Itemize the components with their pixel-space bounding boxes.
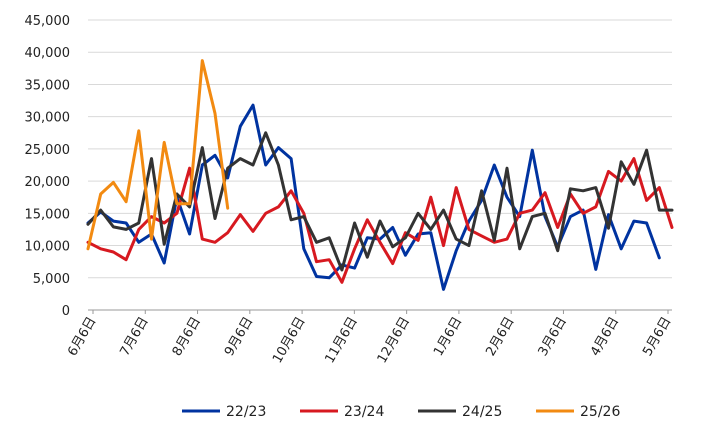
x-tick-label: 5月6日	[640, 315, 674, 359]
x-tick-label: 7月6日	[117, 315, 151, 359]
x-tick-label: 6月6日	[65, 315, 99, 359]
y-axis-ticks: 0 5,000 10,000 15,000 20,000 25,000 30,000 35,0…	[25, 14, 71, 319]
legend: 22/23 23/24 24/25 25/26	[182, 404, 620, 420]
y-tick-label: 40,000	[25, 46, 71, 61]
series-line-1	[86, 157, 674, 284]
x-tick-label: 3月6日	[536, 315, 570, 359]
legend-label: 25/26	[580, 404, 620, 420]
y-tick-label: 45,000	[25, 14, 71, 29]
legend-label: 24/25	[462, 404, 502, 420]
series-lines	[86, 59, 674, 291]
y-tick-label: 5,000	[33, 272, 70, 287]
y-tick-label: 25,000	[25, 143, 71, 158]
y-tick-label: 0	[62, 304, 70, 319]
series-line-3	[86, 59, 230, 251]
legend-label: 23/24	[344, 404, 384, 420]
y-tick-label: 35,000	[25, 78, 71, 93]
y-tick-label: 10,000	[25, 240, 71, 255]
x-tick-label: 8月6日	[170, 315, 204, 359]
y-tick-label: 20,000	[25, 175, 71, 190]
x-tick-label: 9月6日	[222, 315, 256, 359]
x-tick-label: 1月6日	[431, 315, 465, 359]
y-tick-label: 30,000	[25, 111, 71, 126]
y-tick-label: 15,000	[25, 207, 71, 222]
x-tick-label: 4月6日	[588, 315, 622, 359]
x-tick-label: 11月6日	[322, 315, 360, 367]
x-tick-label: 10月6日	[270, 315, 308, 367]
x-tick-label: 2月6日	[483, 315, 517, 359]
gridlines	[88, 19, 672, 311]
x-tick-label: 12月6日	[375, 315, 413, 367]
x-axis-ticks: 6月6日 7月6日 8月6日 9月6日 10月6日 11月6日 12月6日 1月6日 2月6日 3…	[65, 310, 674, 366]
legend-label: 22/23	[226, 404, 266, 420]
